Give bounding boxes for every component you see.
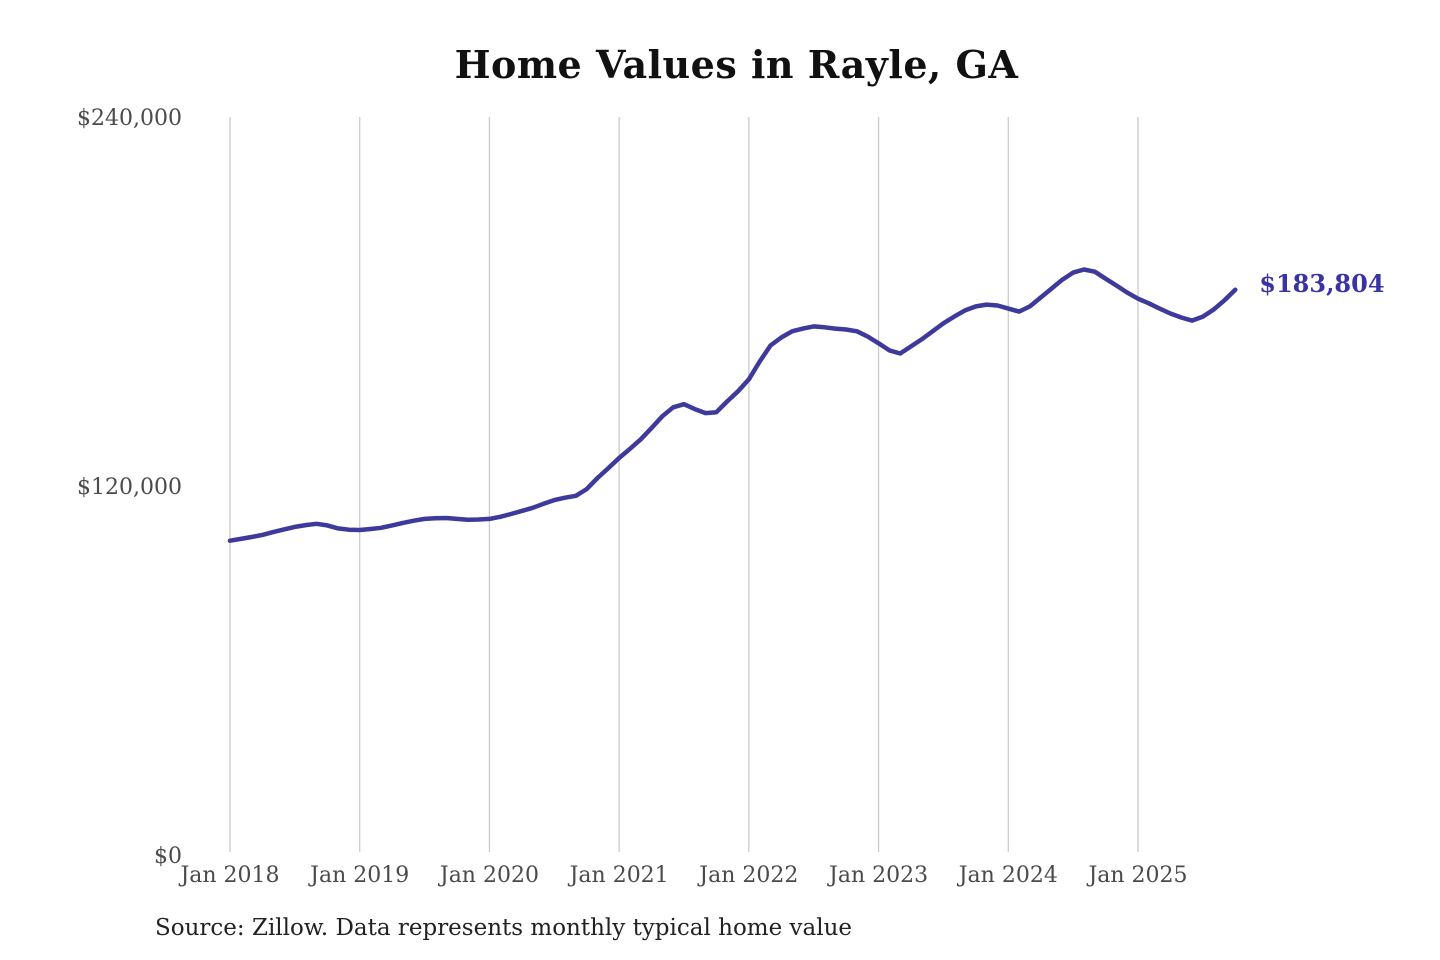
end-value-label: $183,804: [1259, 269, 1384, 298]
chart-title: Home Values in Rayle, GA: [454, 42, 1019, 87]
x-tick-label: Jan 2018: [178, 863, 279, 888]
x-tick-label: Jan 2023: [827, 863, 928, 888]
x-tick-label: Jan 2022: [697, 863, 798, 888]
x-tick-label: Jan 2025: [1086, 863, 1187, 888]
x-tick-label: Jan 2019: [308, 863, 409, 888]
x-tick-label: Jan 2020: [438, 863, 539, 888]
home-value-line: [227, 267, 1238, 543]
x-tick-label: Jan 2024: [957, 863, 1058, 888]
source-note: Source: Zillow. Data represents monthly …: [155, 915, 853, 941]
y-tick-label: $0: [154, 844, 182, 869]
x-tick-label: Jan 2021: [568, 863, 669, 888]
y-tick-label: $120,000: [77, 475, 182, 500]
y-tick-label: $240,000: [77, 106, 182, 131]
